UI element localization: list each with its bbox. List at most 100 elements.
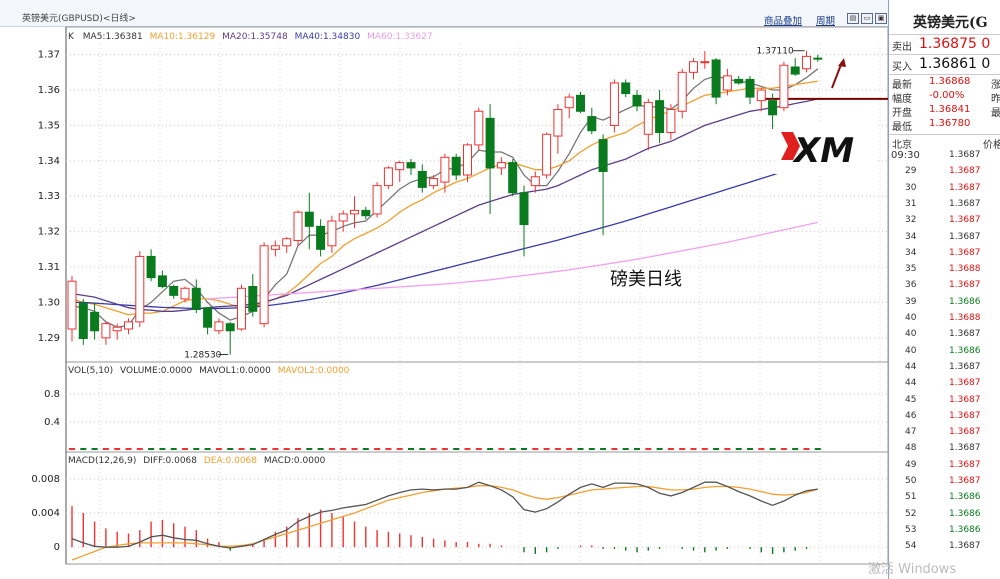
tick-price: 1.3686 xyxy=(949,508,981,519)
legend-volume: VOLUME:0.0000 xyxy=(120,366,192,376)
candle xyxy=(248,274,258,317)
chart-area: 1.37 1.36 1.35 1.34 1.33 1.32 1.31 1.30 1.29 0.8 0… xyxy=(31,26,888,565)
tick-price: 1.3687 xyxy=(949,329,981,340)
candle xyxy=(383,166,393,190)
sell-price[interactable]: 1.36875 0 xyxy=(919,36,991,52)
quote-row: 最新 1.36868 涨 xyxy=(889,75,1000,91)
tick-price: 1.3687 xyxy=(949,541,981,552)
candle xyxy=(485,104,495,214)
legend-macdv: MACD:0.0000 xyxy=(264,456,326,466)
candle xyxy=(756,88,766,112)
tick-time: 48 xyxy=(905,443,917,454)
tick-row: 44 1.3687 xyxy=(889,362,1000,378)
legend-dea: DEA:0.0068 xyxy=(204,456,257,466)
candle xyxy=(711,58,721,105)
candle xyxy=(802,50,811,73)
buy-price[interactable]: 1.36861 0 xyxy=(919,56,991,72)
candle xyxy=(237,284,246,331)
candle xyxy=(451,153,461,181)
y-tick-label: 1.34 xyxy=(38,156,60,167)
candle xyxy=(768,93,778,129)
candle xyxy=(395,160,405,183)
candle xyxy=(621,79,631,98)
candle xyxy=(135,251,145,328)
tick-row: 09:30 1.3687 xyxy=(889,150,1000,166)
tick-price: 1.3688 xyxy=(949,313,981,323)
tick-row: 52 1.3686 xyxy=(889,509,1000,525)
candle xyxy=(564,93,574,119)
tick-time: 47 xyxy=(905,427,917,438)
candle xyxy=(722,68,732,96)
tick-row: 40 1.3688 xyxy=(889,313,1000,329)
trend-arrow-icon xyxy=(831,58,846,89)
tick-row: 47 1.3687 xyxy=(889,427,1000,443)
candle xyxy=(463,143,472,183)
quote-extra: 昨 xyxy=(991,94,1000,105)
add-product-button[interactable]: 商品叠加 xyxy=(764,16,803,27)
close-icon[interactable]: ▣ xyxy=(875,13,887,24)
tick-time: 35 xyxy=(905,264,917,275)
candle xyxy=(530,171,540,193)
candle xyxy=(169,284,179,299)
macd-diff-line xyxy=(71,481,818,549)
tick-row: 51 1.3686 xyxy=(889,492,1000,508)
candle xyxy=(655,90,665,144)
candle xyxy=(270,240,280,257)
legend-ma60: MA60:1.33627 xyxy=(367,32,433,42)
tick-price: 1.3687 xyxy=(949,476,981,486)
legend-mavol1: MAVOL1:0.0000 xyxy=(199,366,271,376)
tick-price: 1.3687 xyxy=(949,215,981,226)
tick-price: 1.3688 xyxy=(949,264,981,275)
tick-row: 49 1.3687 xyxy=(889,460,1000,476)
tick-price: 1.3686 xyxy=(949,345,981,356)
candle xyxy=(406,159,416,175)
period-button[interactable]: 周期 xyxy=(816,16,836,27)
candle xyxy=(508,159,518,197)
tick-time: 30 xyxy=(905,182,917,193)
tick-price: 1.3686 xyxy=(949,296,981,307)
tick-row: 45 1.3687 xyxy=(889,395,1000,411)
candle xyxy=(576,91,585,114)
candle xyxy=(598,134,608,236)
tick-price: 1.3687 xyxy=(949,166,981,177)
layout-icon[interactable]: ▤ xyxy=(847,13,859,24)
tick-price: 1.3686 xyxy=(949,524,981,535)
candle xyxy=(553,104,563,154)
candle xyxy=(440,153,450,193)
tick-time: 44 xyxy=(905,361,917,372)
legend-k: K xyxy=(68,32,75,42)
tick-price: 1.3687 xyxy=(949,198,981,209)
candle xyxy=(609,79,619,133)
tick-time: 44 xyxy=(905,378,917,389)
candle xyxy=(643,98,653,151)
tick-row: 35 1.3688 xyxy=(889,264,1000,280)
tick-price: 1.3686 xyxy=(949,492,981,503)
legend-diff: DIFF:0.0068 xyxy=(143,456,197,466)
ticks-header-time: 北京 xyxy=(892,140,912,151)
quote-extra: 最 xyxy=(991,108,1000,119)
tick-time: 51 xyxy=(905,492,917,503)
restore-icon[interactable]: ▭ xyxy=(861,13,873,24)
legend-ma10: MA10:1.36129 xyxy=(150,32,216,42)
candle xyxy=(745,75,755,105)
tick-row: 29 1.3687 xyxy=(889,166,1000,182)
tick-row: 30 1.3687 xyxy=(889,183,1000,199)
candle xyxy=(790,58,800,76)
tick-row: 36 1.3687 xyxy=(889,280,1000,296)
y-tick-label: 1.37 xyxy=(38,50,60,61)
candle xyxy=(157,270,167,289)
tick-time: 46 xyxy=(905,410,917,421)
candle xyxy=(734,75,744,85)
svg-text:K MA5:1.36381 MA10: K MA5:1.36381 MA10:1.36129 MA20:1.35748 … xyxy=(68,32,433,42)
tick-time: 54 xyxy=(905,541,917,552)
tick-price: 1.3687 xyxy=(949,459,981,470)
candle xyxy=(417,164,427,193)
candle xyxy=(429,174,439,190)
candle xyxy=(496,157,506,175)
candle xyxy=(112,323,122,340)
candle xyxy=(214,318,224,335)
candle xyxy=(203,307,213,335)
candle xyxy=(361,206,371,220)
tick-row: 50 1.3687 xyxy=(889,476,1000,492)
y-tick-label: 1.30 xyxy=(38,297,60,308)
